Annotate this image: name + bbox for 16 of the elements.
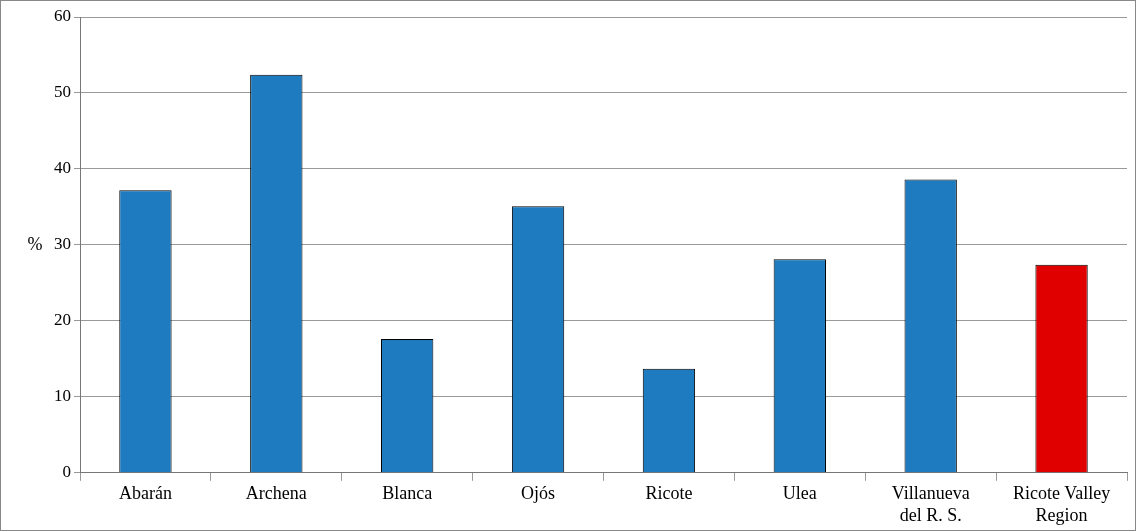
x-tick-label: Ricote [645, 483, 693, 504]
x-tick-label: Ulea [782, 483, 817, 504]
y-tick-label: 40 [54, 158, 71, 178]
y-tick-label: 20 [54, 310, 71, 330]
y-tick-label: 0 [62, 462, 71, 482]
y-tick-label: 50 [54, 82, 71, 102]
x-tick-label: Ojós [521, 483, 556, 504]
x-tick-label: Villanueva del R. S. [891, 483, 970, 525]
x-tick-label: Archena [245, 483, 307, 504]
y-tick-label: 10 [54, 386, 71, 406]
y-tick-label: 60 [54, 6, 71, 26]
x-tick-label: Blanca [382, 483, 433, 504]
x-tick-label: Abarán [118, 483, 172, 504]
x-tick-label: Ricote Valley Region [1012, 483, 1111, 525]
y-tick-label: 30 [54, 234, 71, 254]
y-axis-title: % [27, 233, 43, 254]
